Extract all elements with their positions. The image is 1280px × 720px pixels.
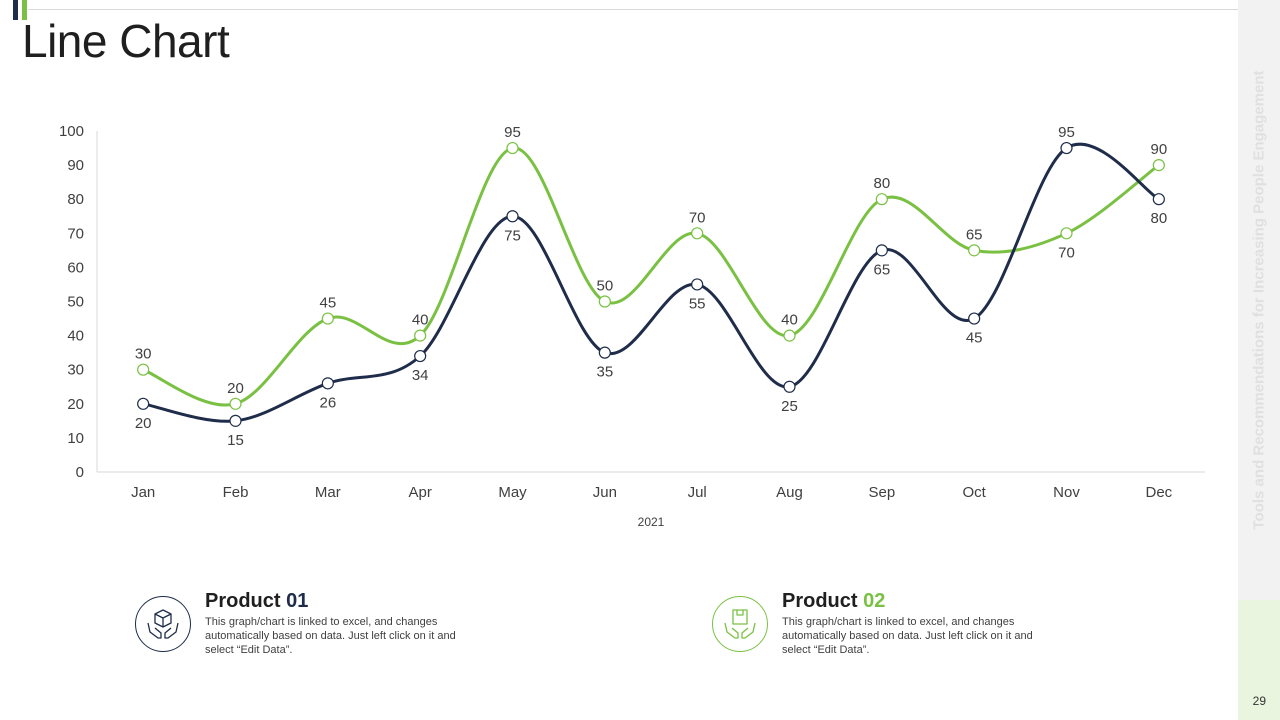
x-axis-title: 2021 <box>638 515 665 529</box>
series-1-point <box>414 349 427 363</box>
x-tick-label: Sep <box>868 484 895 501</box>
page-number: 29 <box>1252 694 1266 708</box>
series-1-point <box>137 397 150 410</box>
side-panel-footer <box>1238 600 1280 720</box>
series-1-point <box>598 346 611 359</box>
accent-bar-navy <box>13 0 18 20</box>
x-tick-label: Jan <box>131 484 155 501</box>
series-line-2 <box>141 146 1161 407</box>
x-tick-label: Feb <box>223 484 249 501</box>
x-tick-label: May <box>498 484 527 501</box>
y-tick-label: 20 <box>67 396 84 413</box>
x-tick-label: Dec <box>1145 484 1172 501</box>
series-1-point <box>1060 141 1073 155</box>
data-label: 70 <box>689 209 706 226</box>
data-label: 80 <box>1150 210 1167 227</box>
series-2-point <box>321 312 334 325</box>
series-1-point <box>229 414 242 427</box>
y-tick-label: 10 <box>67 430 84 447</box>
side-panel <box>1238 0 1280 600</box>
data-label: 25 <box>781 398 798 415</box>
x-tick-label: Jun <box>593 484 617 501</box>
y-tick-label: 90 <box>67 157 84 174</box>
data-label: 40 <box>412 312 429 329</box>
data-label: 35 <box>596 364 613 381</box>
y-tick-label: 80 <box>67 191 84 208</box>
side-caption: Tools and Recommendations for Increasing… <box>1238 0 1280 600</box>
legend-description: This graph/chart is linked to excel, and… <box>782 616 1033 656</box>
series-1-point <box>1152 193 1165 206</box>
series-2-point <box>783 329 796 342</box>
data-label: 20 <box>135 415 152 432</box>
series-2-point <box>1060 227 1073 240</box>
data-label: 26 <box>319 394 336 411</box>
series-2-point <box>414 329 427 342</box>
data-label: 75 <box>504 227 521 244</box>
x-tick-label: Jul <box>688 484 707 501</box>
data-label: 70 <box>1058 244 1075 261</box>
data-label: 80 <box>873 175 890 192</box>
x-tick-label: Oct <box>962 484 986 501</box>
series-1-point <box>875 244 888 257</box>
product-01-icon-badge <box>135 596 191 652</box>
legend-product-02: Product 02 This graph/chart is linked to… <box>782 590 1082 657</box>
series-2-point <box>875 193 888 206</box>
y-tick-label: 40 <box>67 328 84 345</box>
series-2-point <box>968 244 981 257</box>
legend-product-01: Product 01 This graph/chart is linked to… <box>205 590 505 657</box>
page-title: Line Chart <box>22 15 230 67</box>
y-tick-label: 30 <box>67 362 84 379</box>
data-label: 50 <box>596 278 613 295</box>
data-label: 65 <box>873 261 890 278</box>
data-label: 20 <box>227 380 244 397</box>
data-label: 90 <box>1150 141 1167 158</box>
line-chart: 0 10 20 30 40 50 60 70 80 90 100 Jan Feb Mar Apr May Jun… <box>59 123 1205 529</box>
header-rule <box>28 9 1238 10</box>
data-label: 45 <box>966 330 983 347</box>
accent-bar-green <box>22 0 27 20</box>
series-2-point <box>137 363 150 376</box>
legend-title: Product 02 <box>782 590 886 612</box>
series-1-point <box>691 278 704 291</box>
series-2-point <box>691 227 704 240</box>
y-tick-label: 60 <box>67 259 84 276</box>
data-label: 40 <box>781 312 798 329</box>
data-label: 45 <box>319 295 336 312</box>
data-label: 34 <box>412 367 429 384</box>
package-in-hands-icon <box>724 609 756 639</box>
y-tick-label: 70 <box>67 225 84 242</box>
series-line-1 <box>141 142 1161 423</box>
x-tick-label: Aug <box>776 484 803 501</box>
x-tick-label: Nov <box>1053 484 1080 501</box>
data-label: 15 <box>227 432 244 449</box>
series-2-point <box>598 295 611 308</box>
series-2-point <box>1152 159 1165 172</box>
product-02-icon-badge <box>712 596 768 652</box>
data-label: 65 <box>966 226 983 243</box>
x-tick-label: Apr <box>408 484 431 501</box>
series-2-point <box>229 397 242 410</box>
series-1-point <box>783 380 796 393</box>
y-tick-label: 50 <box>67 294 84 311</box>
legend-title: Product 01 <box>205 590 309 612</box>
side-caption-text: Tools and Recommendations for Increasing… <box>1250 70 1268 530</box>
series-1-point <box>506 210 519 223</box>
data-label: 30 <box>135 346 152 363</box>
legend-description: This graph/chart is linked to excel, and… <box>205 616 456 656</box>
y-tick-label: 100 <box>59 123 84 140</box>
y-tick-label: 0 <box>76 464 84 481</box>
box-in-hands-icon <box>147 609 179 639</box>
data-label: 55 <box>689 295 706 312</box>
x-tick-label: Mar <box>315 484 341 501</box>
series-1-point <box>968 312 981 325</box>
data-label: 95 <box>504 124 521 141</box>
series-1-point <box>321 377 334 390</box>
data-label: 95 <box>1058 124 1075 141</box>
series-2-point <box>506 141 519 155</box>
